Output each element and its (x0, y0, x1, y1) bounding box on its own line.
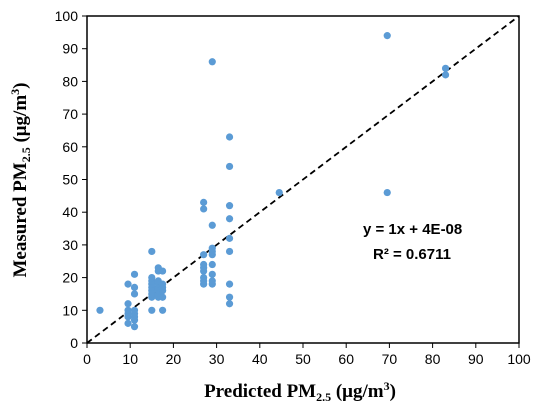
x-tick-label: 60 (338, 351, 354, 367)
data-point (124, 300, 132, 308)
data-point (225, 215, 234, 223)
data-point (96, 306, 104, 314)
data-points (96, 32, 450, 331)
data-point (441, 71, 450, 79)
data-point (225, 300, 234, 308)
data-point (130, 323, 139, 331)
data-point (148, 247, 156, 256)
r-squared-annotation: R² = 0.6711 (373, 246, 451, 263)
data-point (225, 247, 234, 256)
data-point (159, 280, 167, 288)
data-point (148, 274, 156, 282)
x-tick-label: 100 (507, 351, 531, 367)
data-point (208, 270, 216, 278)
x-tick-label: 20 (166, 351, 182, 367)
x-tick-label: 40 (252, 351, 268, 367)
data-point (124, 319, 132, 327)
y-tick-label: 30 (62, 237, 78, 253)
data-point (130, 290, 139, 298)
data-point (208, 260, 216, 269)
data-point (159, 267, 167, 275)
data-point (159, 293, 167, 301)
y-axis-ticks: 0 10 20 30 40 50 60 70 80 90 100 (55, 8, 87, 351)
data-point (200, 260, 208, 269)
data-point (208, 58, 216, 66)
data-point (200, 205, 208, 213)
y-tick-label: 80 (62, 73, 78, 89)
data-point (200, 198, 208, 206)
x-tick-label: 70 (382, 351, 398, 367)
y-tick-label: 50 (62, 172, 78, 188)
data-point (124, 280, 132, 288)
data-point (208, 277, 216, 285)
y-axis-title: Measured PM2.5 (μg/m3) (8, 82, 33, 277)
data-point (208, 244, 216, 252)
data-point (130, 306, 139, 314)
x-tick-label: 50 (295, 351, 311, 367)
data-point (225, 133, 234, 141)
data-point (225, 234, 234, 242)
data-point (200, 274, 208, 282)
data-point (225, 280, 234, 288)
y-tick-label: 10 (62, 302, 78, 318)
x-tick-label: 90 (468, 351, 484, 367)
data-point (159, 306, 167, 314)
data-point (208, 221, 216, 229)
data-point (130, 270, 139, 278)
equation-annotation: y = 1x + 4E-08 (363, 221, 462, 238)
y-tick-label: 0 (70, 335, 78, 351)
y-tick-label: 20 (62, 270, 78, 286)
y-tick-label: 70 (62, 106, 78, 122)
x-tick-label: 0 (83, 351, 91, 367)
x-axis-ticks: 0 10 20 30 40 50 60 70 80 90 100 (83, 343, 531, 367)
y-tick-label: 90 (62, 41, 78, 57)
x-tick-label: 80 (425, 351, 441, 367)
x-axis-title: Predicted PM2.5 (μg/m3) (204, 379, 396, 404)
data-point (225, 162, 234, 171)
data-point (124, 306, 132, 314)
x-tick-label: 30 (209, 351, 225, 367)
data-point (441, 64, 450, 72)
data-point (225, 293, 234, 301)
y-tick-label: 100 (55, 8, 79, 24)
data-point (148, 306, 156, 314)
y-tick-label: 40 (62, 204, 78, 220)
data-point (130, 283, 139, 292)
y-tick-label: 60 (62, 139, 78, 155)
data-point (383, 32, 391, 40)
data-point (225, 202, 234, 210)
data-point (383, 188, 391, 197)
data-point (275, 188, 283, 197)
x-tick-label: 10 (122, 351, 138, 367)
data-point (200, 251, 208, 259)
